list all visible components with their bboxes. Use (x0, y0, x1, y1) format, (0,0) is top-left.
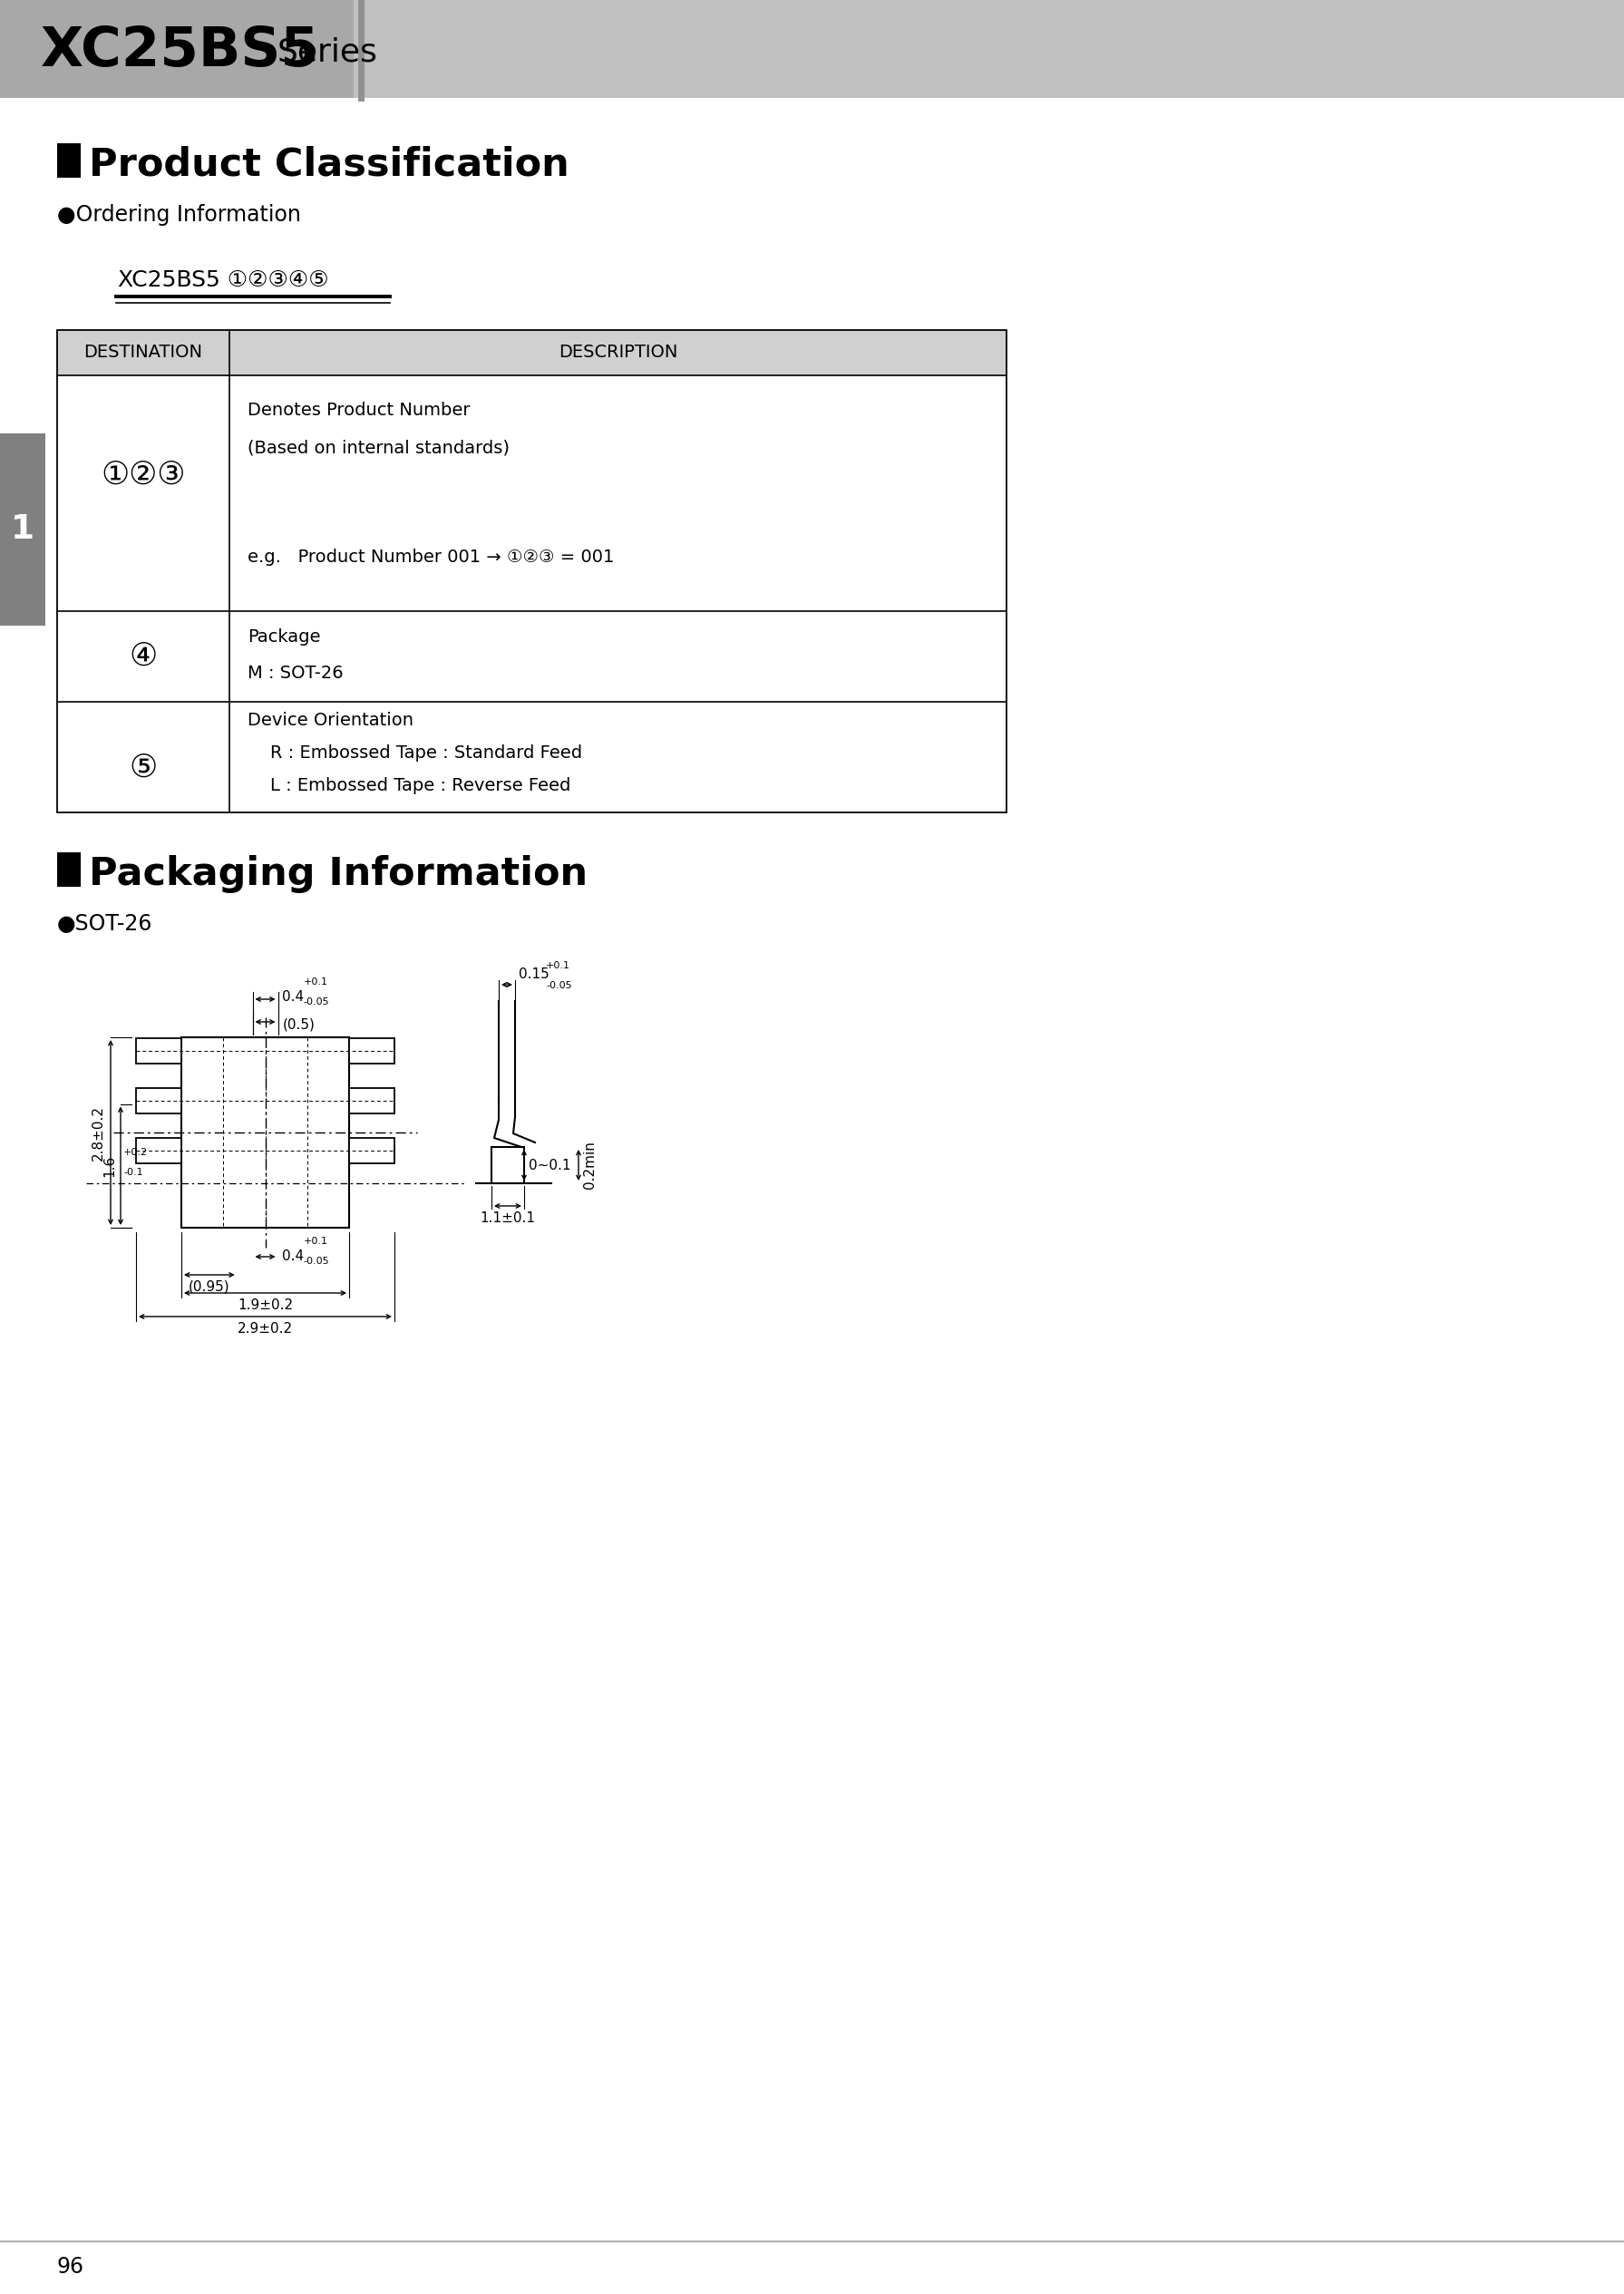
Text: 0.2min: 0.2min (583, 1140, 596, 1188)
Text: (0.5): (0.5) (283, 1019, 315, 1032)
Text: -0.05: -0.05 (304, 1257, 330, 1266)
Bar (136, 1087, 182, 1113)
Text: Device Orientation: Device Orientation (247, 711, 414, 729)
Text: ⑤: ⑤ (130, 752, 158, 785)
Bar (182, 1037, 349, 1227)
Text: ④: ④ (130, 640, 158, 672)
Text: 1.1±0.1: 1.1±0.1 (481, 1211, 536, 1225)
Text: 2.9±0.2: 2.9±0.2 (237, 1321, 292, 1335)
Text: 1.6: 1.6 (102, 1154, 115, 1177)
Bar (349, 1087, 395, 1113)
Text: +0.1: +0.1 (304, 1236, 328, 1246)
Bar (136, 1138, 182, 1163)
Bar (0, 0, 354, 99)
Text: 2.8±0.2: 2.8±0.2 (91, 1106, 106, 1161)
Text: Packaging Information: Packaging Information (89, 856, 588, 892)
Text: R : Embossed Tape : Standard Feed: R : Embossed Tape : Standard Feed (247, 743, 583, 762)
Text: Denotes Product Number: Denotes Product Number (247, 401, 471, 418)
Text: 1.9±0.2: 1.9±0.2 (237, 1298, 292, 1312)
Text: L : Embossed Tape : Reverse Feed: L : Embossed Tape : Reverse Feed (247, 778, 570, 794)
Text: ●Ordering Information: ●Ordering Information (57, 204, 300, 225)
Text: Series: Series (278, 37, 378, 69)
Text: 96: 96 (57, 2255, 84, 2278)
Text: +0.1: +0.1 (304, 977, 328, 986)
Bar (349, 1039, 395, 1064)
Text: (0.95): (0.95) (188, 1280, 231, 1294)
Bar (0, 434, 45, 626)
Text: DESCRIPTION: DESCRIPTION (559, 344, 677, 362)
Bar (0, 0, 1624, 99)
Text: XC25BS5 ①②③④⑤: XC25BS5 ①②③④⑤ (119, 268, 328, 291)
Bar (57, 330, 1007, 812)
Text: (Based on internal standards): (Based on internal standards) (247, 440, 510, 457)
Text: M : SOT-26: M : SOT-26 (247, 665, 343, 681)
Text: +0.2: +0.2 (123, 1147, 148, 1156)
Bar (136, 1039, 182, 1064)
Text: DESTINATION: DESTINATION (84, 344, 203, 362)
Text: 0.4: 0.4 (283, 991, 304, 1005)
Text: ●SOT-26: ●SOT-26 (57, 913, 153, 936)
Bar (492, 1147, 525, 1184)
Text: e.g.   Product Number 001 → ①②③ = 001: e.g. Product Number 001 → ①②③ = 001 (247, 548, 614, 564)
Text: XC25BS5: XC25BS5 (41, 23, 320, 78)
Text: -0.1: -0.1 (123, 1168, 143, 1177)
Bar (57, 330, 1007, 376)
Bar (57, 853, 81, 888)
Text: Product Classification: Product Classification (89, 147, 570, 184)
Text: 0.15: 0.15 (518, 968, 549, 982)
Text: Package: Package (247, 629, 320, 645)
Text: 0.4: 0.4 (283, 1250, 304, 1264)
Text: ①②③: ①②③ (101, 459, 185, 491)
Text: 0∼0.1: 0∼0.1 (529, 1158, 570, 1172)
Text: -0.05: -0.05 (304, 998, 330, 1007)
Text: +0.1: +0.1 (546, 961, 570, 970)
Bar (57, 142, 81, 177)
Text: 1: 1 (11, 514, 34, 546)
Text: -0.05: -0.05 (546, 982, 572, 991)
Bar (349, 1138, 395, 1163)
